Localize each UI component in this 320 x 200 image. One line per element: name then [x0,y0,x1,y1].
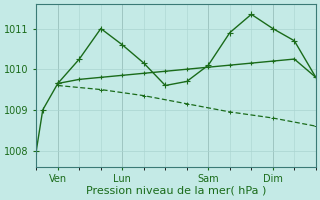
X-axis label: Pression niveau de la mer( hPa ): Pression niveau de la mer( hPa ) [86,186,266,196]
